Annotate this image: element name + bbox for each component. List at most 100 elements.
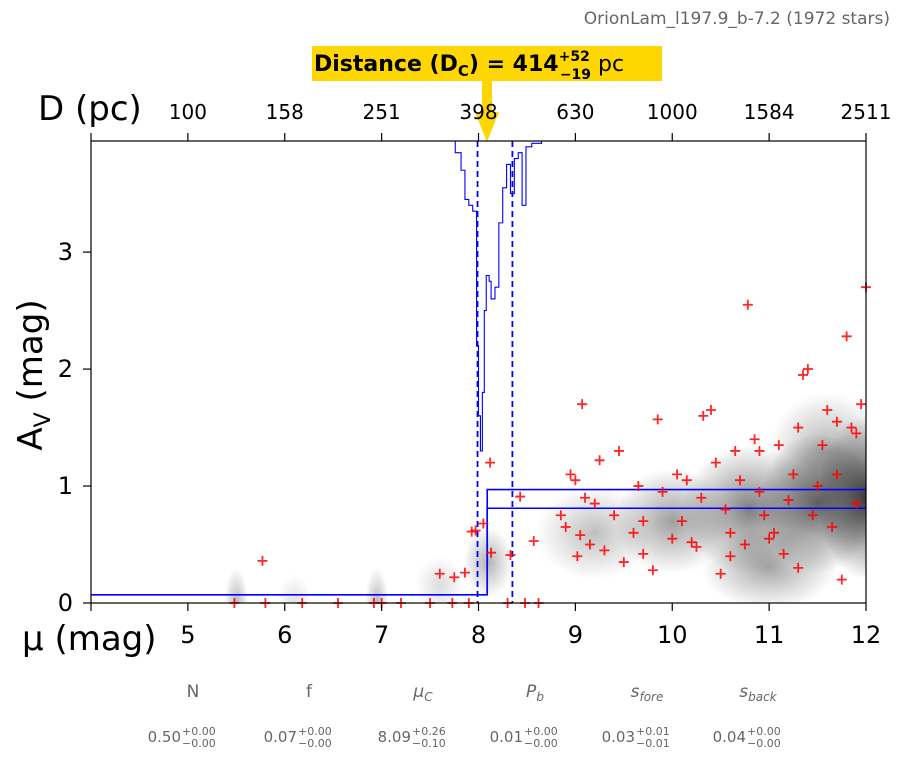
star-marker bbox=[681, 475, 692, 486]
param-value: 0.04 bbox=[713, 728, 746, 746]
figure-title: OrionLam_l197.9_b-7.2 (1972 stars) bbox=[584, 9, 890, 29]
density-cluster bbox=[463, 526, 513, 598]
x-tick-label: 9 bbox=[568, 621, 583, 649]
param-upper-error: +0.01 bbox=[636, 725, 670, 738]
top-tick-label: 630 bbox=[556, 100, 594, 124]
y-tick-label: 0 bbox=[58, 589, 73, 617]
star-marker bbox=[565, 469, 576, 480]
star-marker bbox=[470, 525, 481, 536]
param-name: N bbox=[187, 682, 200, 702]
param-value: 0.03 bbox=[602, 728, 635, 746]
param-name: f bbox=[306, 682, 313, 702]
top-axis-label: D (pc) bbox=[38, 89, 142, 129]
star-marker bbox=[773, 440, 784, 451]
x-tick-label: 11 bbox=[754, 621, 785, 649]
star-marker bbox=[691, 541, 702, 552]
star-marker bbox=[802, 364, 813, 375]
star-marker bbox=[575, 530, 586, 541]
x-tick-label: 8 bbox=[471, 621, 486, 649]
param-lower-error: −0.00 bbox=[182, 737, 216, 750]
star-marker bbox=[647, 565, 658, 576]
star-marker bbox=[831, 469, 842, 480]
star-marker bbox=[846, 422, 857, 433]
star-marker bbox=[486, 547, 497, 558]
x-tick-label: 7 bbox=[374, 621, 389, 649]
star-marker bbox=[798, 369, 809, 380]
param-lower-error: −0.00 bbox=[524, 737, 558, 750]
param-lower-error: −0.00 bbox=[747, 737, 781, 750]
star-marker bbox=[577, 399, 588, 410]
star-marker bbox=[599, 545, 610, 556]
star-marker bbox=[725, 551, 736, 562]
star-marker bbox=[710, 457, 721, 468]
distance-banner-background bbox=[312, 46, 662, 81]
param-name: Pb bbox=[526, 682, 544, 704]
top-tick-label: 158 bbox=[266, 100, 304, 124]
x-tick-label: 10 bbox=[657, 621, 688, 649]
star-marker bbox=[696, 492, 707, 503]
star-marker bbox=[686, 537, 697, 548]
star-marker bbox=[698, 410, 709, 421]
param-lower-error: −0.10 bbox=[412, 737, 446, 750]
model-lower-step bbox=[486, 507, 866, 595]
star-marker bbox=[676, 516, 687, 527]
star-marker bbox=[759, 510, 770, 521]
star-marker bbox=[715, 568, 726, 579]
star-marker bbox=[257, 555, 268, 566]
param-upper-error: +0.00 bbox=[747, 725, 781, 738]
x-tick-label: 6 bbox=[277, 621, 292, 649]
star-marker bbox=[628, 527, 639, 538]
top-tick-label: 251 bbox=[363, 100, 401, 124]
star-marker bbox=[725, 527, 736, 538]
star-marker bbox=[570, 475, 581, 486]
star-marker bbox=[841, 331, 852, 342]
distance-banner: Distance (DC) = 414+52 −19 pc bbox=[312, 46, 662, 142]
star-marker bbox=[812, 481, 823, 492]
probability-curve bbox=[284, 141, 866, 452]
star-marker bbox=[706, 405, 716, 416]
param-value: 0.50 bbox=[148, 728, 181, 746]
star-marker bbox=[739, 539, 750, 550]
y-tick-label: 1 bbox=[58, 472, 73, 500]
param-upper-error: +0.26 bbox=[412, 725, 446, 738]
star-marker bbox=[572, 551, 583, 562]
top-tick-label: 398 bbox=[459, 100, 497, 124]
top-tick-label: 1000 bbox=[647, 100, 698, 124]
star-marker bbox=[822, 405, 833, 416]
star-marker bbox=[851, 428, 862, 439]
star-marker bbox=[515, 491, 526, 502]
distance-banner-text: Distance (DC) = 414+52 −19 pc bbox=[314, 49, 624, 83]
distance-arrow-shaft bbox=[482, 81, 492, 114]
density-map bbox=[224, 392, 866, 603]
star-marker bbox=[851, 498, 862, 509]
param-value: 0.07 bbox=[264, 728, 297, 746]
star-marker bbox=[434, 568, 445, 579]
star-marker bbox=[613, 445, 624, 456]
star-marker bbox=[836, 574, 847, 585]
density-cluster bbox=[415, 556, 464, 603]
star-marker bbox=[505, 550, 516, 561]
star-marker bbox=[449, 572, 460, 583]
y-tick-label: 2 bbox=[58, 355, 73, 383]
star-marker bbox=[560, 521, 571, 532]
star-marker bbox=[827, 521, 838, 532]
param-lower-error: −0.01 bbox=[636, 737, 670, 750]
star-marker bbox=[856, 399, 867, 410]
star-marker bbox=[459, 567, 470, 578]
param-value: 8.09 bbox=[378, 728, 411, 746]
x-tick-label: 5 bbox=[180, 621, 195, 649]
star-marker bbox=[555, 510, 566, 521]
star-marker bbox=[783, 495, 794, 506]
star-markers bbox=[229, 282, 871, 608]
y-tick-label: 3 bbox=[58, 238, 73, 266]
param-upper-error: +0.00 bbox=[298, 725, 332, 738]
extinction-model bbox=[91, 141, 866, 603]
param-upper-error: +0.00 bbox=[524, 725, 558, 738]
star-marker bbox=[638, 516, 649, 527]
top-tick-label: 100 bbox=[169, 100, 207, 124]
y-axis-label: AV (mag) bbox=[11, 299, 56, 450]
star-marker bbox=[754, 445, 765, 456]
